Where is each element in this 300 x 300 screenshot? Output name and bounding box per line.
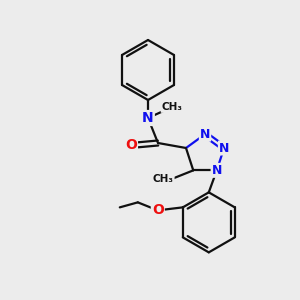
Text: O: O [125, 138, 137, 152]
Text: N: N [219, 142, 229, 154]
Text: N: N [142, 111, 154, 125]
Text: CH₃: CH₃ [161, 102, 182, 112]
Text: N: N [212, 164, 222, 177]
Text: O: O [152, 203, 164, 218]
Text: CH₃: CH₃ [153, 174, 174, 184]
Text: N: N [200, 128, 210, 141]
